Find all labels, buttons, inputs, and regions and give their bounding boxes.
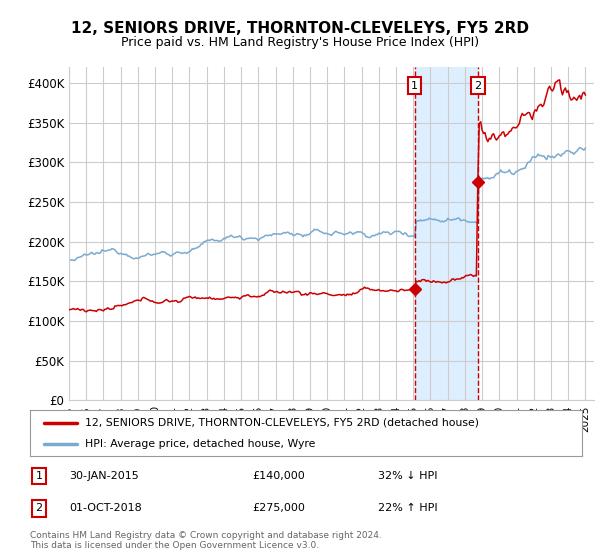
Text: 2: 2: [474, 81, 481, 91]
Text: 30-JAN-2015: 30-JAN-2015: [69, 471, 139, 481]
Text: £140,000: £140,000: [252, 471, 305, 481]
Text: Contains HM Land Registry data © Crown copyright and database right 2024.
This d: Contains HM Land Registry data © Crown c…: [30, 531, 382, 550]
Text: 2: 2: [35, 503, 43, 514]
Text: 01-OCT-2018: 01-OCT-2018: [69, 503, 142, 514]
Text: HPI: Average price, detached house, Wyre: HPI: Average price, detached house, Wyre: [85, 439, 316, 449]
Text: 32% ↓ HPI: 32% ↓ HPI: [378, 471, 437, 481]
Text: 12, SENIORS DRIVE, THORNTON-CLEVELEYS, FY5 2RD (detached house): 12, SENIORS DRIVE, THORNTON-CLEVELEYS, F…: [85, 418, 479, 428]
Text: 22% ↑ HPI: 22% ↑ HPI: [378, 503, 437, 514]
Text: 1: 1: [35, 471, 43, 481]
Text: 12, SENIORS DRIVE, THORNTON-CLEVELEYS, FY5 2RD: 12, SENIORS DRIVE, THORNTON-CLEVELEYS, F…: [71, 21, 529, 36]
Bar: [415, 67, 478, 400]
Text: 1: 1: [411, 81, 418, 91]
Text: £275,000: £275,000: [252, 503, 305, 514]
Text: Price paid vs. HM Land Registry's House Price Index (HPI): Price paid vs. HM Land Registry's House …: [121, 36, 479, 49]
